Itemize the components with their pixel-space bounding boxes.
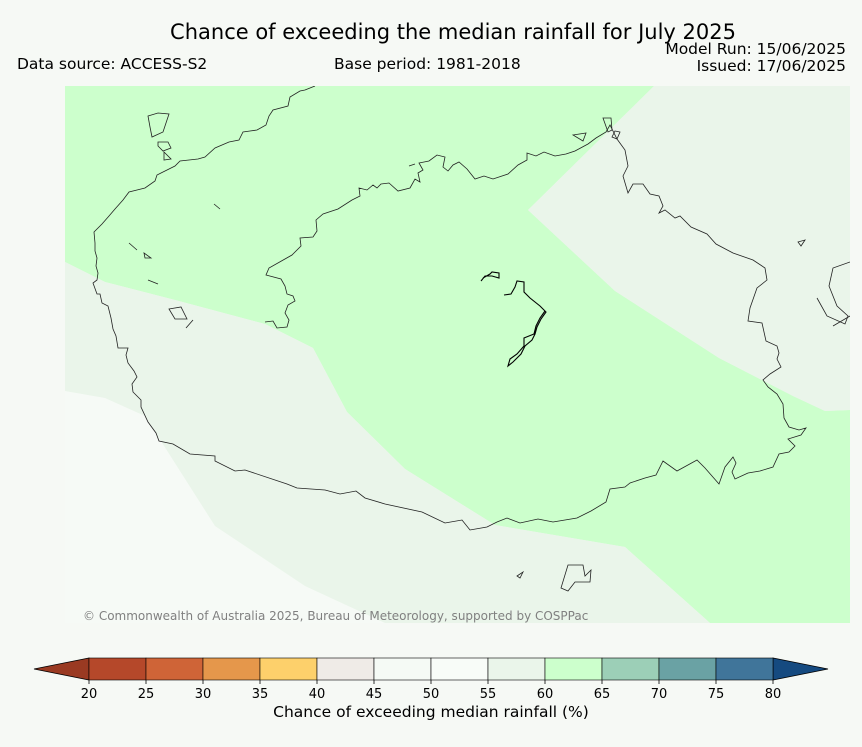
island-w-1	[128, 242, 138, 251]
colorbar-swatch	[430, 657, 489, 681]
island-w-2	[143, 252, 153, 259]
island-w-3	[147, 279, 159, 285]
region-60-65	[65, 86, 850, 623]
island-ne-3	[611, 130, 621, 140]
central-island	[480, 271, 547, 368]
colorbar-swatch	[544, 657, 603, 681]
island-w-4	[168, 306, 188, 320]
pale-region-left	[65, 262, 710, 623]
colorbar-swatch	[373, 657, 432, 681]
colorbar-swatch	[145, 657, 204, 681]
island-ne-2	[602, 117, 613, 133]
colorbar-tick-label: 25	[138, 687, 155, 700]
chart-title: Chance of exceeding the median rainfall …	[170, 20, 736, 44]
colorbar-under-arrow	[33, 657, 90, 681]
colorbar-tick-label: 55	[480, 687, 497, 700]
colorbar-tick-label: 75	[708, 687, 725, 700]
base-period-label: Base period: 1981-2018	[334, 55, 521, 73]
colorbar-swatch	[316, 657, 375, 681]
colorbar: 20 25 30 35 40 45 50 55 60 65 70 75 80	[33, 657, 829, 700]
colorbar-tick-label: 70	[651, 687, 668, 700]
island-n-1	[408, 163, 416, 167]
issued-label: Issued: 17/06/2025	[696, 57, 846, 75]
island-nw-2	[157, 141, 172, 152]
copyright-credit: © Commonwealth of Australia 2025, Bureau…	[83, 609, 589, 623]
colorbar-tick-label: 50	[423, 687, 440, 700]
colorbar-swatch	[202, 657, 261, 681]
run-info: Model Run: 15/06/2025 Issued: 17/06/2025	[665, 41, 846, 75]
colorbar-over-arrow	[772, 657, 829, 681]
colorbar-swatch	[487, 657, 546, 681]
pale-region-right	[528, 86, 850, 411]
colorbar-tick-label: 80	[765, 687, 782, 700]
island-nw-3	[163, 151, 172, 161]
island-nw-4	[213, 203, 221, 210]
colorbar-tick-label: 20	[81, 687, 98, 700]
colorbar-tick-label: 35	[252, 687, 269, 700]
data-source-label: Data source: ACCESS-S2	[17, 55, 208, 73]
colorbar-swatch	[658, 657, 717, 681]
model-run-label: Model Run: 15/06/2025	[665, 40, 846, 58]
small-islands	[128, 112, 850, 592]
main-island-coastline	[92, 86, 807, 531]
colorbar-swatch	[601, 657, 660, 681]
island-e-3	[832, 315, 850, 327]
colorbar-swatch	[259, 657, 318, 681]
coastlines	[92, 86, 807, 531]
colorbar-swatch	[715, 657, 774, 681]
colorbar-tick-label: 45	[366, 687, 383, 700]
island-ne-1	[571, 132, 587, 142]
island-w-5	[185, 319, 194, 329]
colorbar-tick-label: 40	[309, 687, 326, 700]
island-s-1	[516, 570, 525, 579]
island-e-2	[816, 261, 850, 325]
island-nw-1	[147, 112, 170, 138]
colorbar-tick-label: 65	[594, 687, 611, 700]
island-s-2	[560, 564, 592, 592]
colorbar-tick-label: 60	[537, 687, 554, 700]
rainfall-map	[65, 86, 850, 623]
colorbar-label: Chance of exceeding median rainfall (%)	[273, 703, 589, 721]
colorbar-tick-label: 30	[195, 687, 212, 700]
island-e-1	[797, 239, 806, 247]
colorbar-swatch	[88, 657, 147, 681]
